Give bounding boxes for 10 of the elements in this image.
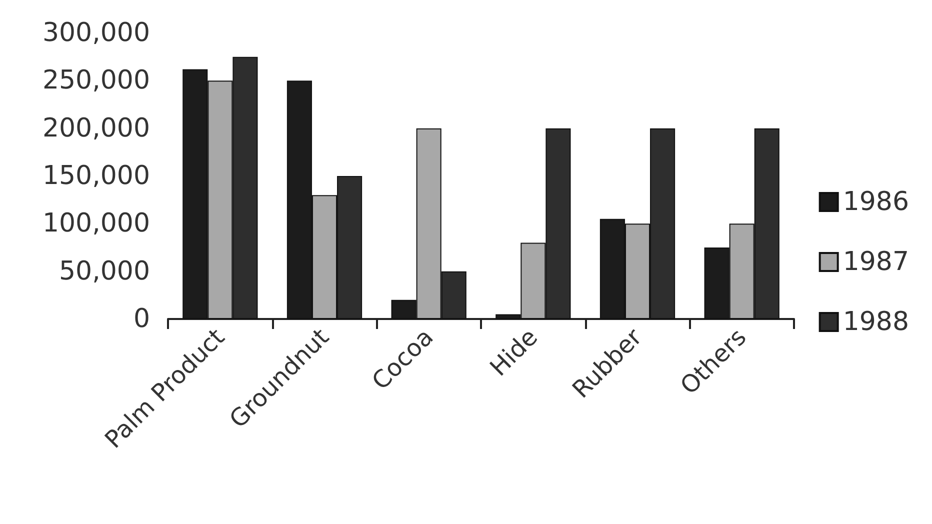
legend-label: 1987 (842, 247, 910, 277)
y-tick-label: 100,000 (42, 208, 150, 239)
legend-label: 1988 (842, 307, 910, 337)
y-tick-label: 200,000 (42, 113, 150, 144)
y-tick-label: 300,000 (42, 18, 150, 48)
y-tick-label: 250,000 (42, 66, 150, 96)
y-tick-label: 50,000 (59, 256, 150, 286)
legend-label: 1986 (842, 187, 910, 217)
y-tick-label: 0 (133, 304, 150, 334)
y-tick-label: 150,000 (42, 161, 150, 191)
